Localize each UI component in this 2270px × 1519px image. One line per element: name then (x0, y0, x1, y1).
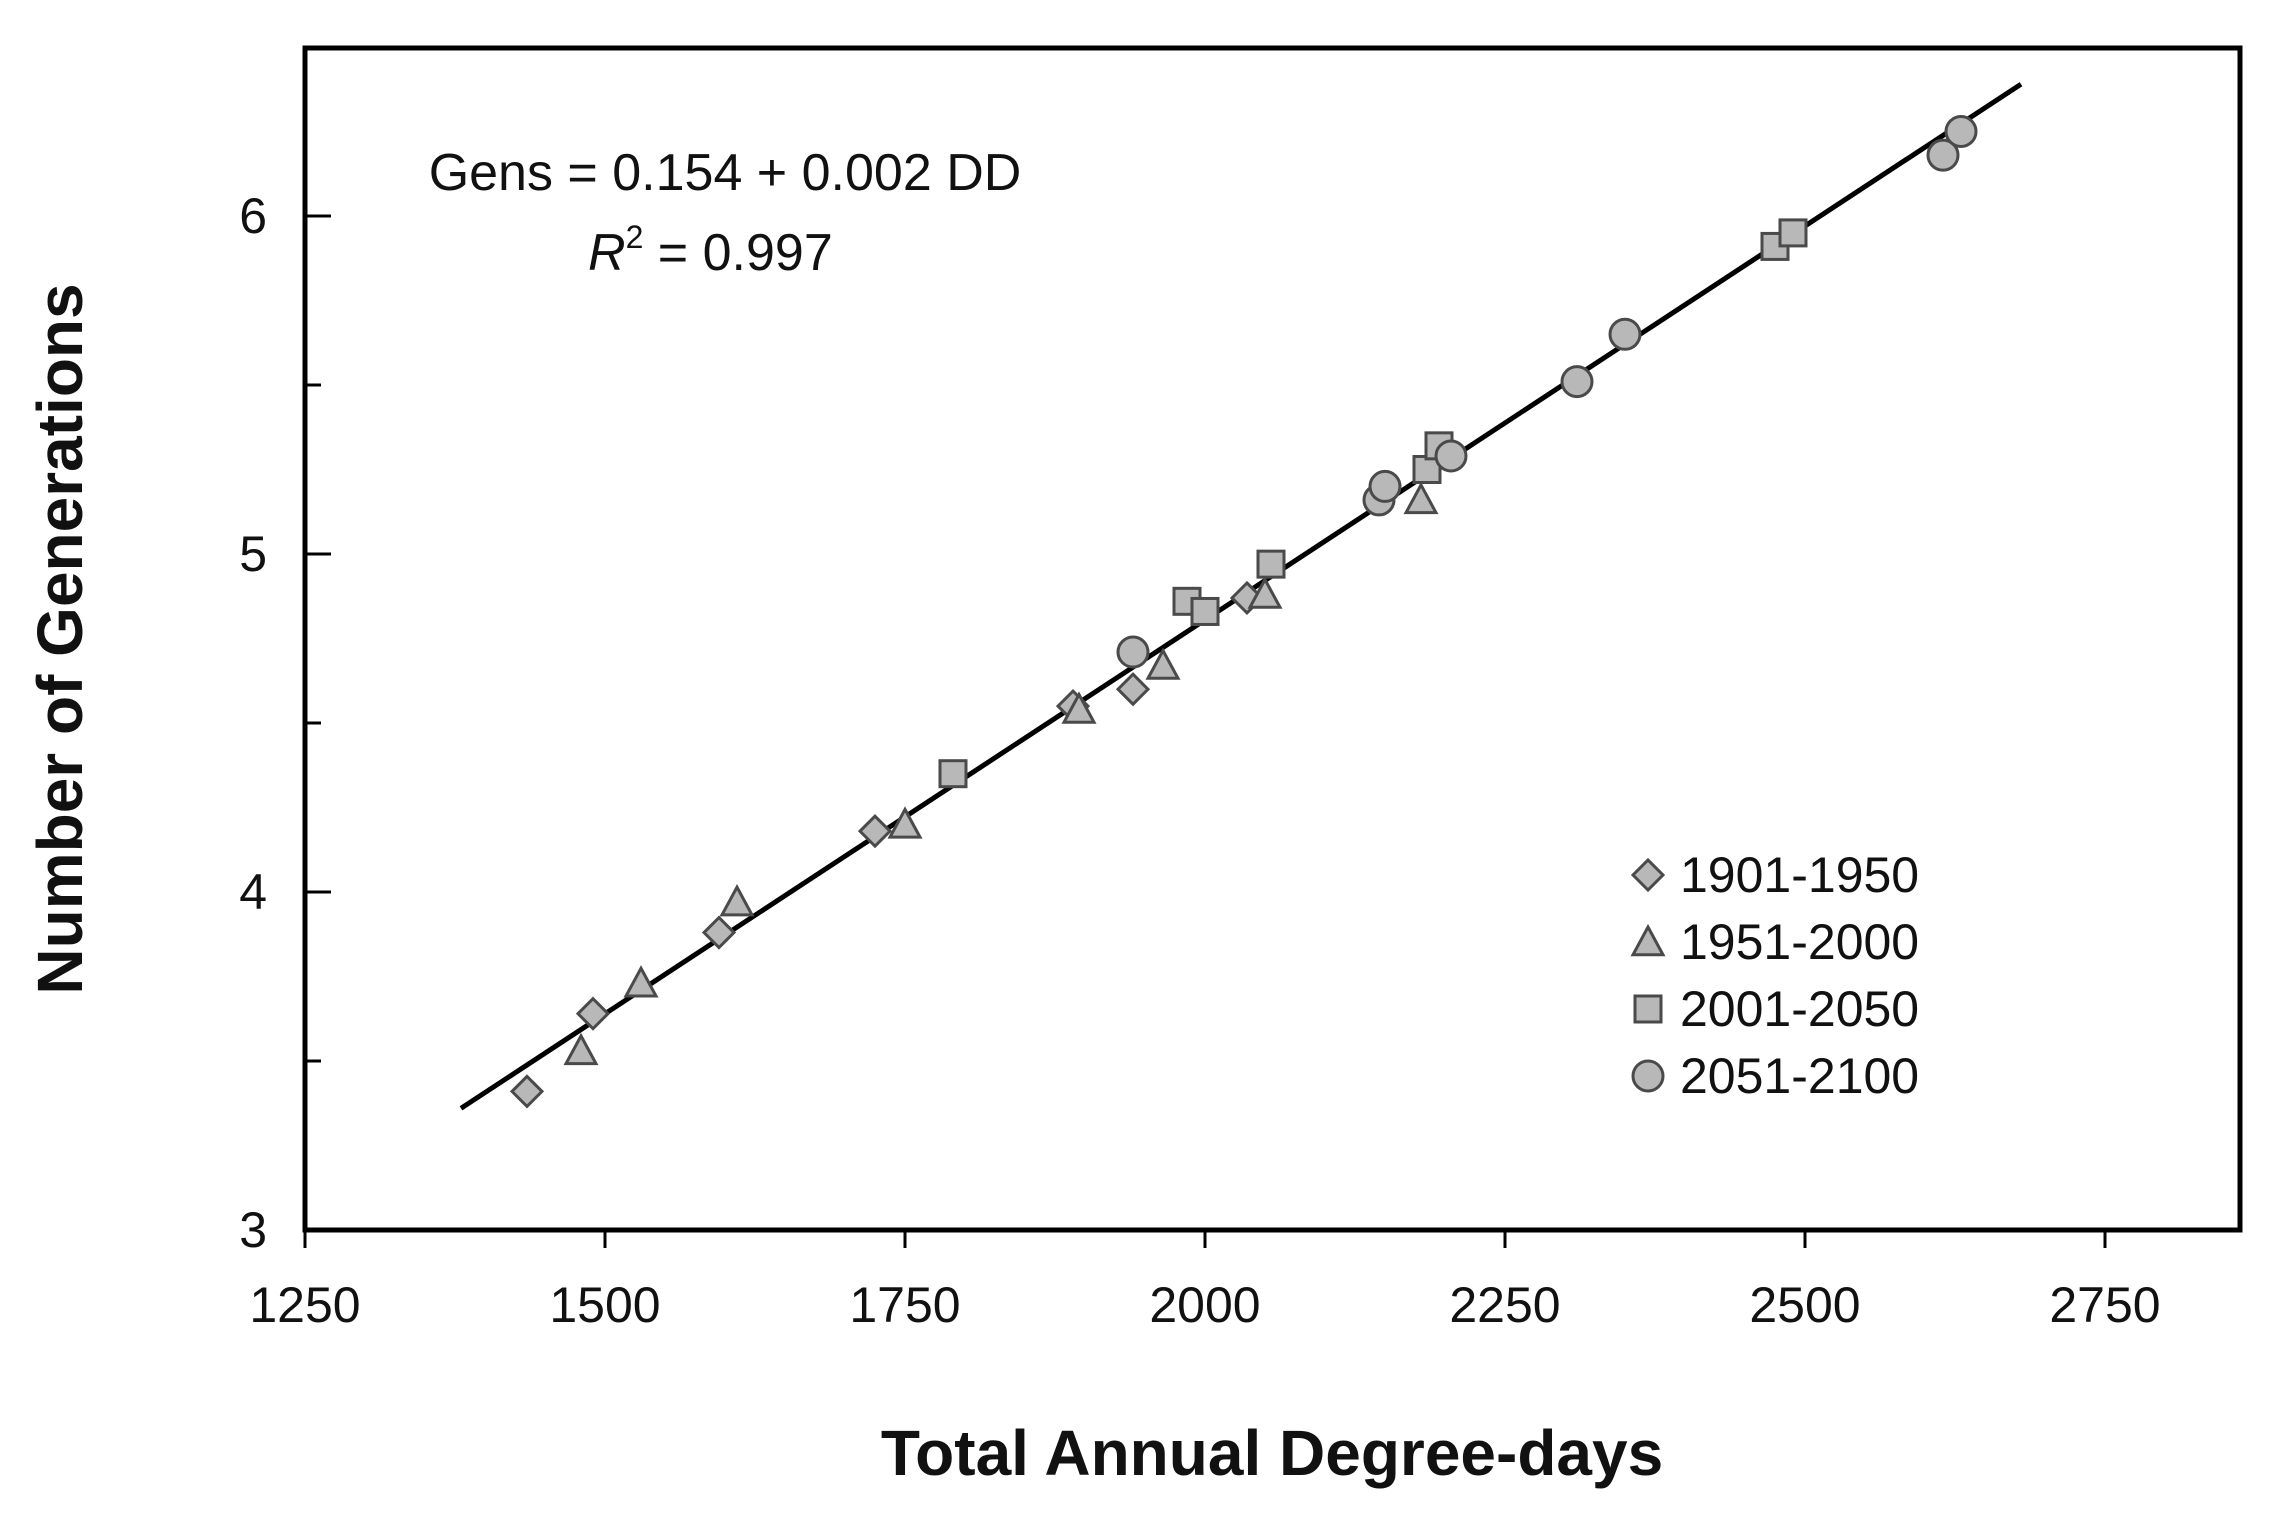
y-tick-label: 3 (239, 1202, 267, 1258)
equation-line1: Gens = 0.154 + 0.002 DD (429, 144, 1022, 202)
square-point (1778, 218, 1808, 248)
triangle-point (1061, 691, 1097, 724)
triangle-point (719, 883, 755, 917)
data-points (509, 115, 1978, 1109)
square-point (1190, 596, 1220, 626)
triangle-point (1145, 647, 1181, 680)
circle-point (1368, 469, 1402, 503)
diamond-point (701, 915, 737, 950)
diamond-point (1115, 672, 1151, 707)
legend: 1901-1950 1951-2000 2001-2050 2051-2100 (1630, 847, 1919, 1104)
circle-point (1608, 317, 1642, 351)
r2-variable: R (588, 224, 626, 282)
triangle-point (1403, 481, 1439, 515)
x-tick-label: 1500 (549, 1277, 660, 1333)
diamond-point (509, 1074, 545, 1109)
legend-label: 2051-2100 (1680, 1048, 1919, 1104)
r2-value: = 0.997 (643, 224, 832, 282)
square-point (1256, 549, 1286, 579)
circle-point (1926, 138, 1960, 172)
r2-exponent: 2 (626, 219, 644, 255)
legend-label: 2001-2050 (1680, 981, 1919, 1037)
diamond-point (575, 996, 611, 1031)
triangle-point (887, 806, 923, 839)
x-tick-label: 2000 (1149, 1277, 1260, 1333)
series-1901-1950 (509, 580, 1265, 1109)
diamond-point (857, 814, 893, 849)
circle-point (1560, 365, 1594, 399)
y-tick-label: 5 (239, 526, 267, 582)
square-point (938, 759, 968, 789)
triangle-point (623, 965, 659, 998)
triangle-point (1247, 576, 1283, 609)
series-1951-2000 (563, 481, 1439, 1066)
y-tick-label: 4 (239, 864, 267, 920)
series-2051-2100 (1116, 115, 1978, 669)
x-tick-label: 2250 (1449, 1277, 1560, 1333)
x-tick-label: 2750 (2049, 1277, 2160, 1333)
legend-label: 1901-1950 (1680, 847, 1919, 903)
x-axis-title: Total Annual Degree-days (881, 1417, 1663, 1489)
circle-point (1944, 115, 1978, 148)
circle-point (1116, 635, 1150, 669)
legend-diamond-icon (1630, 857, 1666, 893)
x-tick-label: 1750 (849, 1277, 960, 1333)
x-tick-label: 2500 (1749, 1277, 1860, 1333)
plot-frame (302, 45, 2243, 1233)
y-axis-ticks: 3 4 5 6 (239, 45, 331, 1258)
circle-point (1434, 439, 1468, 473)
x-tick-label: 1250 (249, 1277, 360, 1333)
legend-label: 1951-2000 (1680, 914, 1919, 970)
legend-circle-icon (1631, 1059, 1665, 1093)
legend-square-icon (1633, 994, 1663, 1024)
y-tick-label: 6 (239, 188, 267, 244)
legend-triangle-icon (1630, 923, 1666, 957)
x-axis-ticks: 1250 1500 1750 2000 2250 2500 2750 (249, 1230, 2161, 1333)
y-axis-title: Number of Generations (24, 283, 96, 994)
triangle-point (563, 1032, 599, 1066)
equation-r-squared: R2 = 0.997 (588, 219, 833, 282)
